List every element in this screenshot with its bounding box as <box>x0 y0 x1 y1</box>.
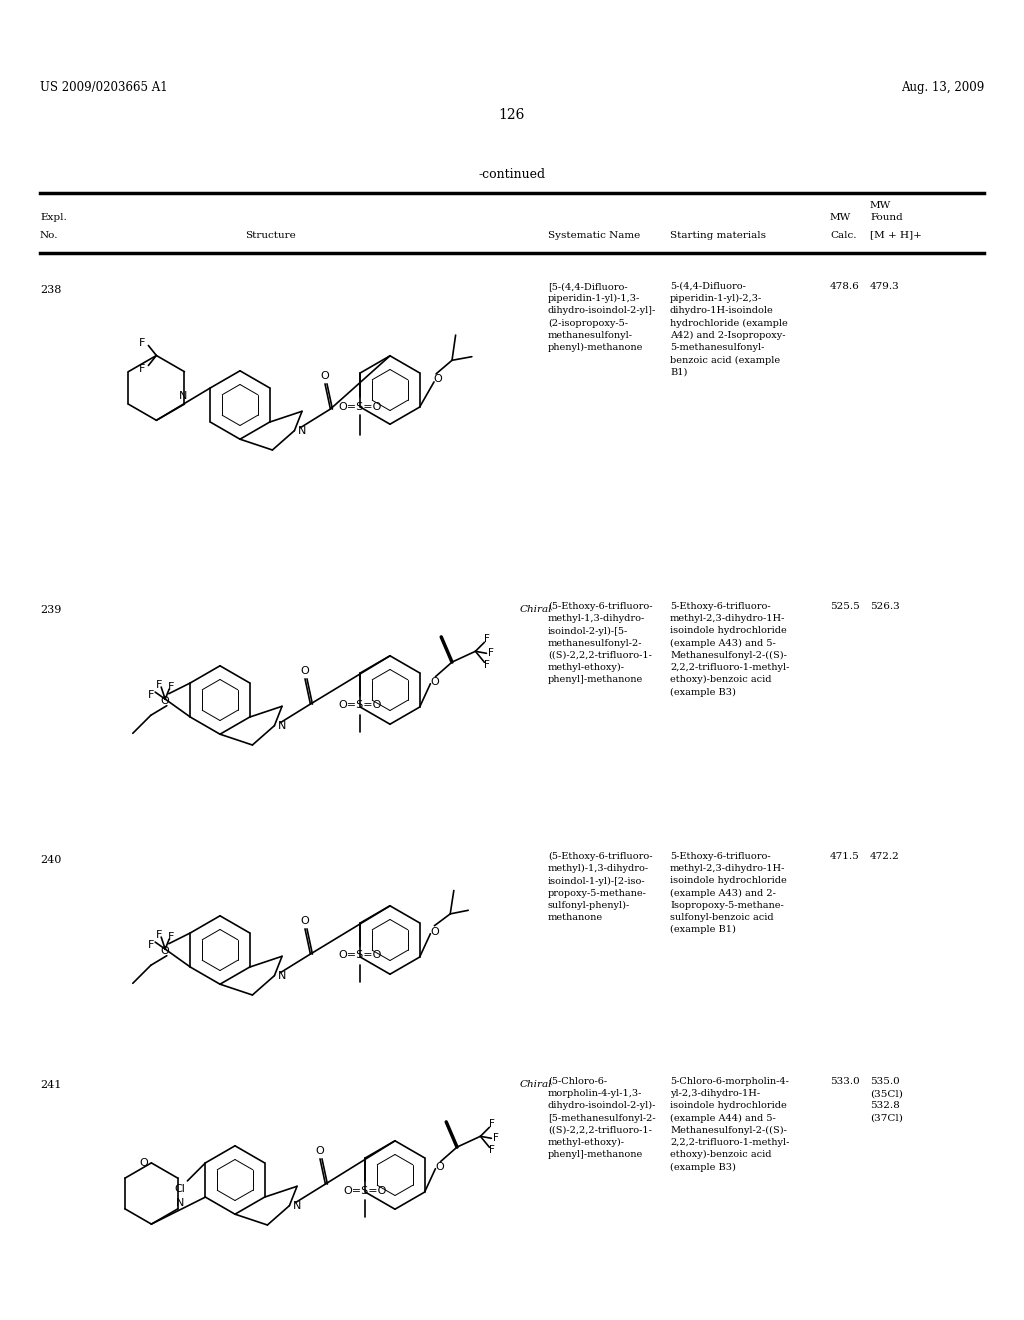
Text: F: F <box>168 682 174 692</box>
Text: F: F <box>156 680 163 690</box>
Text: N: N <box>293 1201 302 1210</box>
Text: (5-Ethoxy-6-trifluoro-
methyl)-1,3-dihydro-
isoindol-1-yl)-[2-iso-
propoxy-5-met: (5-Ethoxy-6-trifluoro- methyl)-1,3-dihyd… <box>548 851 652 923</box>
Text: F: F <box>489 1146 496 1155</box>
Text: 240: 240 <box>40 855 61 865</box>
Text: Chiral: Chiral <box>520 605 553 614</box>
Text: O: O <box>315 1146 325 1156</box>
Text: MW: MW <box>870 201 891 210</box>
Text: 5-(4,4-Difluoro-
piperidin-1-yl)-2,3-
dihydro-1H-isoindole
hydrochloride (exampl: 5-(4,4-Difluoro- piperidin-1-yl)-2,3- di… <box>670 282 787 376</box>
Text: O=S=O: O=S=O <box>344 1185 387 1196</box>
Text: 5-Ethoxy-6-trifluoro-
methyl-2,3-dihydro-1H-
isoindole hydrochloride
(example A4: 5-Ethoxy-6-trifluoro- methyl-2,3-dihydro… <box>670 602 790 697</box>
Text: O: O <box>301 665 309 676</box>
Text: F: F <box>168 932 174 942</box>
Text: F: F <box>494 1134 500 1143</box>
Text: O: O <box>433 374 442 384</box>
Text: O: O <box>161 696 169 706</box>
Text: 478.6: 478.6 <box>830 282 860 290</box>
Text: 126: 126 <box>499 108 525 121</box>
Text: (5-Ethoxy-6-trifluoro-
methyl-1,3-dihydro-
isoindol-2-yl)-[5-
methanesulfonyl-2-: (5-Ethoxy-6-trifluoro- methyl-1,3-dihydr… <box>548 602 652 684</box>
Text: O: O <box>430 927 439 937</box>
Text: 479.3: 479.3 <box>870 282 900 290</box>
Text: Systematic Name: Systematic Name <box>548 231 640 239</box>
Text: O=S=O: O=S=O <box>339 950 382 961</box>
Text: 535.0
(35Cl)
532.8
(37Cl): 535.0 (35Cl) 532.8 (37Cl) <box>870 1077 903 1122</box>
Text: F: F <box>489 1119 496 1130</box>
Text: O=S=O: O=S=O <box>339 701 382 710</box>
Text: F: F <box>484 660 490 671</box>
Text: Starting materials: Starting materials <box>670 231 766 239</box>
Text: Structure: Structure <box>245 231 295 239</box>
Text: O: O <box>139 1158 147 1168</box>
Text: 241: 241 <box>40 1080 61 1090</box>
Text: 5-Ethoxy-6-trifluoro-
methyl-2,3-dihydro-1H-
isoindole hydrochloride
(example A4: 5-Ethoxy-6-trifluoro- methyl-2,3-dihydro… <box>670 851 786 935</box>
Text: F: F <box>139 338 145 348</box>
Text: N: N <box>179 391 187 401</box>
Text: MW: MW <box>830 214 851 223</box>
Text: O: O <box>430 677 439 686</box>
Text: N: N <box>298 425 306 436</box>
Text: O=S=O: O=S=O <box>339 403 382 412</box>
Text: N: N <box>279 721 287 731</box>
Text: US 2009/0203665 A1: US 2009/0203665 A1 <box>40 82 168 95</box>
Text: Calc.: Calc. <box>830 231 856 239</box>
Text: [5-(4,4-Difluoro-
piperidin-1-yl)-1,3-
dihydro-isoindol-2-yl]-
(2-isopropoxy-5-
: [5-(4,4-Difluoro- piperidin-1-yl)-1,3- d… <box>548 282 656 352</box>
Text: 526.3: 526.3 <box>870 602 900 611</box>
Text: F: F <box>139 364 145 375</box>
Text: 472.2: 472.2 <box>870 851 900 861</box>
Text: F: F <box>148 690 155 700</box>
Text: [M + H]+: [M + H]+ <box>870 231 922 239</box>
Text: F: F <box>148 940 155 950</box>
Text: O: O <box>321 371 330 381</box>
Text: O: O <box>301 916 309 925</box>
Text: 238: 238 <box>40 285 61 294</box>
Text: F: F <box>484 635 490 644</box>
Text: No.: No. <box>40 231 58 239</box>
Text: 525.5: 525.5 <box>830 602 860 611</box>
Text: O: O <box>435 1162 443 1172</box>
Text: 471.5: 471.5 <box>830 851 860 861</box>
Text: Aug. 13, 2009: Aug. 13, 2009 <box>901 82 984 95</box>
Text: Found: Found <box>870 214 903 223</box>
Text: 239: 239 <box>40 605 61 615</box>
Text: Expl.: Expl. <box>40 214 67 223</box>
Text: F: F <box>156 931 163 940</box>
Text: O: O <box>161 945 169 956</box>
Text: 533.0: 533.0 <box>830 1077 860 1086</box>
Text: Cl: Cl <box>174 1184 184 1193</box>
Text: (5-Chloro-6-
morpholin-4-yl-1,3-
dihydro-isoindol-2-yl)-
[5-methanesulfonyl-2-
(: (5-Chloro-6- morpholin-4-yl-1,3- dihydro… <box>548 1077 656 1159</box>
Text: Chiral: Chiral <box>520 1080 553 1089</box>
Text: N: N <box>279 970 287 981</box>
Text: N: N <box>176 1197 184 1208</box>
Text: -continued: -continued <box>478 169 546 181</box>
Text: F: F <box>488 648 495 659</box>
Text: 5-Chloro-6-morpholin-4-
yl-2,3-dihydro-1H-
isoindole hydrochloride
(example A44): 5-Chloro-6-morpholin-4- yl-2,3-dihydro-1… <box>670 1077 790 1172</box>
